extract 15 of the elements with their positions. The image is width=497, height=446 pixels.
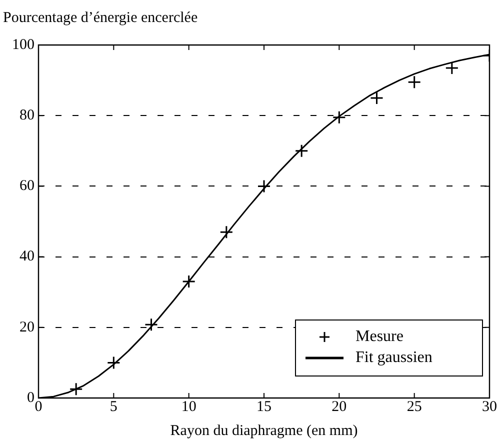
x-tick-label: 5	[110, 398, 118, 415]
y-tick-label: 40	[20, 248, 34, 265]
x-axis-title: Rayon du diaphragme (en mm)	[170, 422, 358, 439]
y-tick-label: 100	[12, 36, 34, 53]
y-axis-title: Pourcentage d’énergie encerclée	[3, 10, 198, 26]
legend-label: Fit gaussien	[356, 349, 432, 366]
x-tick-label: 10	[181, 398, 196, 415]
legend-label: Mesure	[356, 328, 404, 346]
x-tick-label: 25	[406, 398, 422, 415]
y-tick-label: 60	[20, 178, 34, 194]
y-tick-label: 20	[20, 319, 34, 336]
x-tick-label: 30	[482, 398, 497, 415]
x-tick-label: 20	[332, 398, 347, 415]
y-tick-label: 80	[20, 108, 34, 124]
x-tick-label: 15	[256, 398, 272, 415]
